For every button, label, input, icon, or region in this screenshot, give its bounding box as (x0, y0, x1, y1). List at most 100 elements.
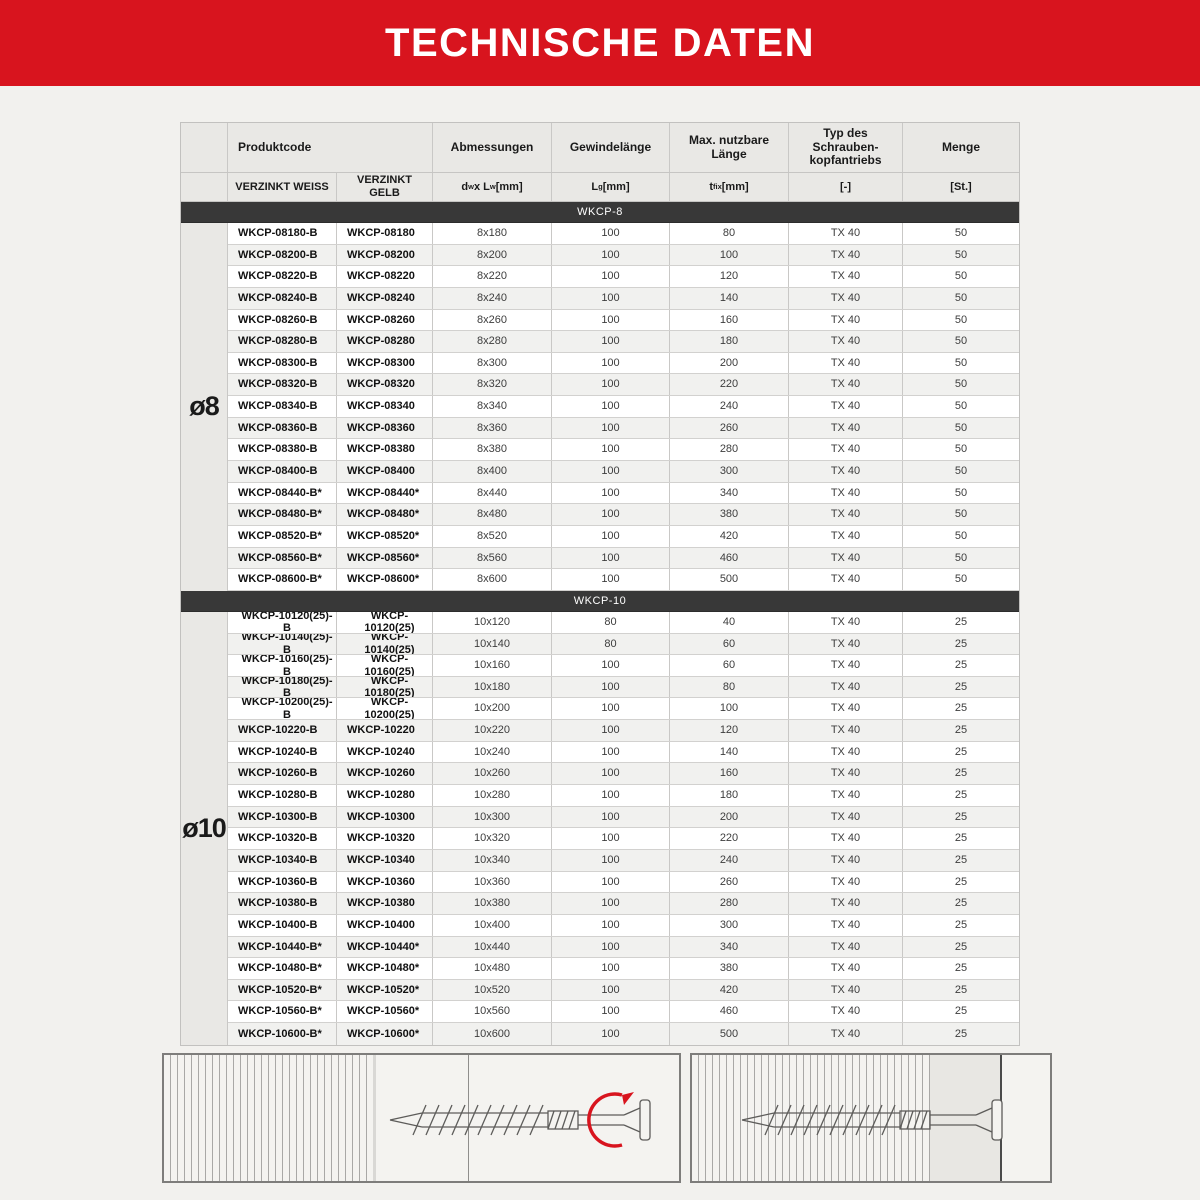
cell-code-weiss: WKCP-08440-B* (228, 482, 337, 504)
cell-gewindelaenge: 100 (552, 698, 670, 720)
cell-menge: 50 (954, 465, 968, 478)
cell-code-weiss: WKCP-10560-B* (228, 1001, 337, 1023)
cell-menge: 25 (954, 832, 968, 845)
wood-edge-line (468, 1055, 469, 1181)
cell-nutzbare-laenge: 180 (670, 331, 789, 352)
cell-menge: 50 (954, 356, 968, 369)
cell-abmessungen: 8x260 (433, 309, 552, 331)
cell-code-weiss: WKCP-10600-B* (228, 1023, 337, 1045)
cell-code-weiss: WKCP-08320-B (228, 374, 337, 396)
cell-abmessungen: 8x200 (433, 244, 552, 266)
cell-menge: 50 (954, 291, 968, 304)
cell-gewindelaenge: 100 (552, 396, 670, 417)
cell-antrieb: TX 40 (789, 655, 903, 676)
cell-code-gelb: WKCP-08560* (337, 547, 433, 569)
insulation-layer (930, 1055, 1000, 1181)
cell-abmessungen: 10x520 (433, 979, 552, 1001)
cell-nutzbare-laenge: 460 (670, 547, 789, 569)
table-section: WKCP-8 ø8 WKCP-08180-B WKCP-08180 8x180 100… (181, 202, 1019, 591)
cell-code-weiss: WKCP-08400-B (228, 461, 337, 482)
cell-abmessungen: 8x480 (433, 504, 552, 525)
cell-nutzbare-laenge: 180 (670, 785, 789, 806)
cell-nutzbare-laenge: 220 (670, 374, 789, 396)
cell-code-weiss: WKCP-10160(25)-B (228, 655, 337, 676)
cell-nutzbare-laenge: 420 (670, 525, 789, 547)
cell-code-weiss: WKCP-10140(25)-B (228, 633, 337, 655)
table-row: WKCP-10180(25)-B WKCP-10180(25) 10x180 100 8… (228, 676, 1019, 699)
cell-menge: 25 (954, 1005, 968, 1018)
cell-nutzbare-laenge: 200 (670, 806, 789, 828)
cell-menge: 25 (954, 940, 968, 953)
cell-gewindelaenge: 100 (552, 655, 670, 676)
table-row: WKCP-10440-B* WKCP-10440* 10x440 100 340 TX 4… (228, 936, 1019, 959)
cell-code-gelb: WKCP-10300 (337, 806, 433, 828)
table-sections: WKCP-8 ø8 WKCP-08180-B WKCP-08180 8x180 100… (181, 202, 1019, 1045)
cell-code-weiss: WKCP-10380-B (228, 893, 337, 914)
cell-gewindelaenge: 100 (552, 849, 670, 871)
cell-code-weiss: WKCP-10260-B (228, 763, 337, 785)
cell-nutzbare-laenge: 340 (670, 936, 789, 958)
table-row: WKCP-08300-B WKCP-08300 8x300 100 200 TX 40 50 (228, 352, 1019, 375)
table-row: WKCP-10600-B* WKCP-10600* 10x600 100 500 TX 4… (228, 1023, 1019, 1045)
cell-abmessungen: 10x380 (433, 893, 552, 914)
cell-code-weiss: WKCP-10360-B (228, 871, 337, 893)
cell-menge: 25 (954, 875, 968, 888)
cell-menge: 50 (954, 421, 968, 434)
cell-code-gelb: WKCP-08480* (337, 504, 433, 525)
cell-nutzbare-laenge: 160 (670, 763, 789, 785)
cell-abmessungen: 8x360 (433, 417, 552, 439)
cell-code-gelb: WKCP-08320 (337, 374, 433, 396)
cell-menge: 50 (954, 551, 968, 564)
cell-abmessungen: 10x280 (433, 785, 552, 806)
subheader-diameter-spacer (181, 173, 228, 201)
cell-antrieb: TX 40 (789, 914, 903, 936)
cell-nutzbare-laenge: 160 (670, 309, 789, 331)
cell-code-gelb: WKCP-08360 (337, 417, 433, 439)
cell-code-gelb: WKCP-08200 (337, 244, 433, 266)
table-row: WKCP-10260-B WKCP-10260 10x260 100 160 TX 40 2… (228, 763, 1019, 786)
cell-gewindelaenge: 100 (552, 525, 670, 547)
cell-menge: 50 (954, 529, 968, 542)
table-row: WKCP-08200-B WKCP-08200 8x200 100 100 TX 40 50 (228, 244, 1019, 267)
cell-menge: 50 (954, 248, 968, 261)
table-row: WKCP-10360-B WKCP-10360 10x360 100 260 TX 40 2… (228, 871, 1019, 894)
cell-menge: 50 (954, 486, 968, 499)
cell-code-gelb: WKCP-10440* (337, 936, 433, 958)
cell-menge: 25 (954, 853, 968, 866)
cell-code-weiss: WKCP-08520-B* (228, 525, 337, 547)
cell-code-gelb: WKCP-10600* (337, 1023, 433, 1045)
cell-gewindelaenge: 100 (552, 893, 670, 914)
cell-gewindelaenge: 100 (552, 785, 670, 806)
cell-code-gelb: WKCP-08600* (337, 569, 433, 590)
cell-nutzbare-laenge: 120 (670, 266, 789, 287)
cell-nutzbare-laenge: 500 (670, 569, 789, 590)
table-row: WKCP-08340-B WKCP-08340 8x340 100 240 TX 40 50 (228, 396, 1019, 418)
cell-code-gelb: WKCP-08340 (337, 396, 433, 417)
cell-antrieb: TX 40 (789, 611, 903, 633)
cell-gewindelaenge: 100 (552, 547, 670, 569)
cell-antrieb: TX 40 (789, 763, 903, 785)
cell-antrieb: TX 40 (789, 958, 903, 979)
cell-antrieb: TX 40 (789, 461, 903, 482)
table-row: WKCP-08520-B* WKCP-08520* 8x520 100 420 TX 40… (228, 525, 1019, 548)
cell-code-weiss: WKCP-08240-B (228, 287, 337, 309)
cell-abmessungen: 8x600 (433, 569, 552, 590)
cell-antrieb: TX 40 (789, 244, 903, 266)
cell-nutzbare-laenge: 100 (670, 698, 789, 720)
cell-code-gelb: WKCP-10280 (337, 785, 433, 806)
cell-code-weiss: WKCP-08180-B (228, 223, 337, 244)
cell-code-weiss: WKCP-10320-B (228, 828, 337, 849)
cell-gewindelaenge: 100 (552, 979, 670, 1001)
table-row: WKCP-08380-B WKCP-08380 8x380 100 280 TX 40 50 (228, 439, 1019, 462)
cell-code-weiss: WKCP-10340-B (228, 849, 337, 871)
cell-antrieb: TX 40 (789, 720, 903, 741)
subheader-antrieb-unit: [-] (789, 173, 903, 201)
cell-abmessungen: 10x560 (433, 1001, 552, 1023)
cell-gewindelaenge: 100 (552, 1023, 670, 1045)
cell-gewindelaenge: 100 (552, 569, 670, 590)
cell-gewindelaenge: 100 (552, 958, 670, 979)
table-row: WKCP-08260-B WKCP-08260 8x260 100 160 TX 40 50 (228, 309, 1019, 332)
cell-code-weiss: WKCP-10120(25)-B (228, 611, 337, 633)
cell-abmessungen: 10x140 (433, 633, 552, 655)
cell-code-weiss: WKCP-08360-B (228, 417, 337, 439)
